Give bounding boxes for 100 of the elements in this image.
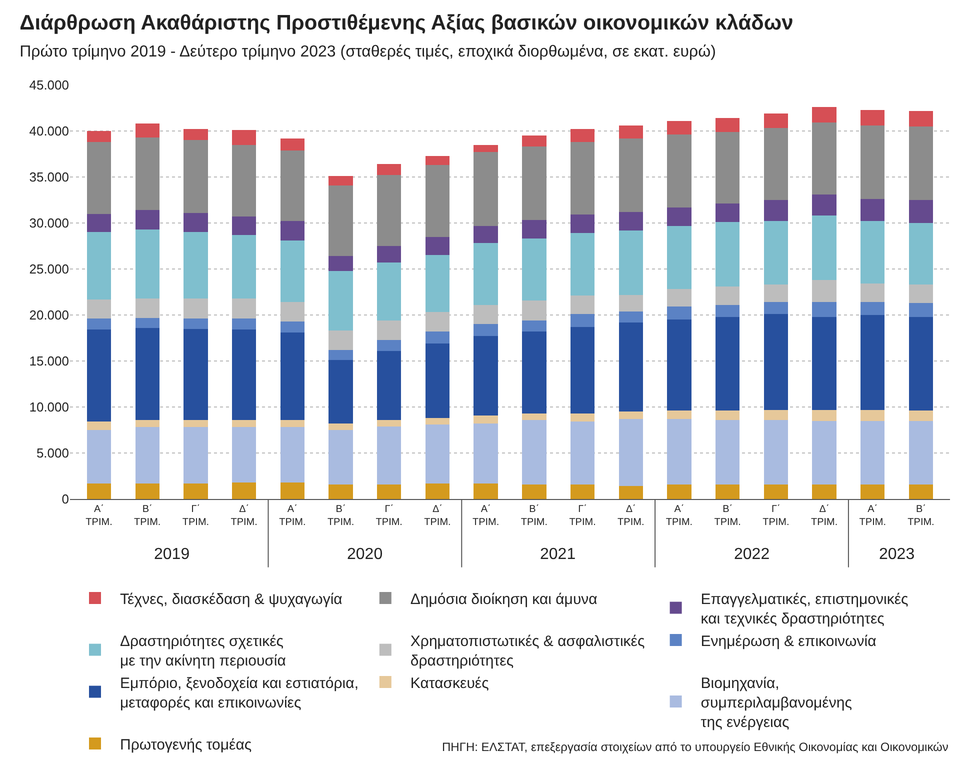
bar — [280, 427, 305, 482]
bar — [328, 484, 353, 499]
bar — [860, 110, 885, 126]
x-tick-label: Δ΄ ΤΡΙΜ. — [618, 504, 644, 528]
bar — [377, 246, 402, 263]
legend-label: Εμπόριο, ξενοδοχεία και εστιατόρια, μεταφορές και επικοινωνίες — [120, 674, 358, 712]
bar — [135, 229, 160, 298]
bar — [667, 134, 692, 208]
bar — [474, 415, 498, 424]
bar — [764, 200, 788, 222]
bar — [425, 418, 450, 424]
bar — [860, 410, 885, 421]
bar — [474, 226, 498, 244]
bar — [715, 204, 740, 222]
bar — [860, 284, 885, 302]
bar — [184, 427, 208, 484]
bar — [474, 324, 498, 336]
bar — [667, 120, 692, 135]
bar — [908, 223, 934, 285]
bar — [232, 318, 256, 330]
bar — [86, 483, 112, 499]
bar — [860, 199, 885, 222]
bar — [184, 140, 208, 213]
bar — [908, 200, 934, 223]
bar — [908, 126, 934, 200]
bar — [908, 316, 934, 411]
bar — [618, 412, 643, 419]
bar — [232, 420, 256, 428]
bar — [618, 294, 643, 312]
bar — [715, 304, 740, 317]
bar — [860, 420, 885, 484]
bar — [328, 256, 353, 271]
bar — [764, 314, 788, 410]
bar — [328, 270, 353, 331]
bar — [522, 413, 546, 420]
bar — [328, 350, 353, 360]
bar — [908, 420, 934, 484]
bar — [667, 207, 692, 226]
bar — [135, 137, 160, 210]
legend-label: Κατασκευές — [410, 674, 489, 692]
bar — [328, 176, 353, 186]
legend-label: Δημόσια διοίκηση και άμυνα — [410, 590, 598, 608]
bar — [425, 424, 450, 484]
bar — [667, 484, 692, 499]
bar — [280, 240, 305, 302]
bar — [425, 255, 450, 312]
y-tick-label: 25.000 — [29, 262, 69, 277]
bar — [764, 484, 788, 499]
bar — [522, 320, 546, 332]
bar — [812, 420, 836, 484]
bar — [715, 484, 740, 499]
bar — [618, 212, 643, 230]
bar — [280, 221, 305, 240]
bar — [522, 238, 546, 300]
bar — [570, 233, 595, 296]
bar — [280, 150, 305, 222]
text: 2019 — [154, 546, 190, 563]
bar — [86, 430, 112, 484]
bar — [908, 284, 934, 304]
bar — [764, 114, 788, 128]
chart-title: Διάρθρωση Ακαθάριστης Προστιθέμενης Αξίας βασικών οικονομικών κλάδων — [20, 11, 794, 34]
bar — [618, 486, 643, 499]
x-tick-label: Δ΄ ΤΡΙΜ. — [424, 504, 451, 528]
bar — [232, 427, 256, 482]
bar — [812, 122, 836, 194]
bar — [570, 422, 595, 484]
bar — [570, 296, 595, 314]
bar — [135, 124, 160, 138]
bar — [522, 136, 546, 147]
bar — [570, 314, 595, 327]
bar — [618, 322, 643, 412]
y-tick-label: 10.000 — [29, 400, 69, 415]
y-tick-label: 45.000 — [29, 78, 69, 93]
bar — [280, 138, 305, 150]
bar — [764, 302, 788, 314]
bar — [377, 340, 402, 351]
x-tick-label: Α΄ ΤΡΙΜ. — [279, 504, 306, 528]
bar — [184, 318, 208, 329]
bar — [860, 221, 885, 284]
bar — [618, 418, 643, 486]
bar — [474, 152, 498, 226]
y-tick-label: 20.000 — [29, 308, 69, 323]
bar — [377, 426, 402, 484]
x-tick-label: Γ΄ ΤΡΙΜ. — [569, 504, 596, 528]
bar — [618, 138, 643, 212]
x-tick-label: Δ΄ ΤΡΙΜ. — [230, 504, 258, 528]
bar — [667, 418, 692, 484]
bar — [618, 125, 643, 138]
bar — [86, 422, 112, 430]
bar — [812, 484, 836, 499]
bar — [328, 430, 353, 484]
bar — [280, 332, 305, 420]
bar — [474, 483, 498, 499]
legend-label: Επαγγελματικές, επιστημονικές και τεχνικές δραστηριότητες — [700, 590, 908, 628]
bar — [328, 330, 353, 350]
legend-label: Πρωτογενής τομέας — [120, 736, 252, 754]
x-tick-label: Α΄ ΤΡΙΜ. — [666, 504, 693, 528]
bar — [522, 146, 546, 220]
bar — [232, 234, 256, 298]
bar — [860, 125, 885, 200]
